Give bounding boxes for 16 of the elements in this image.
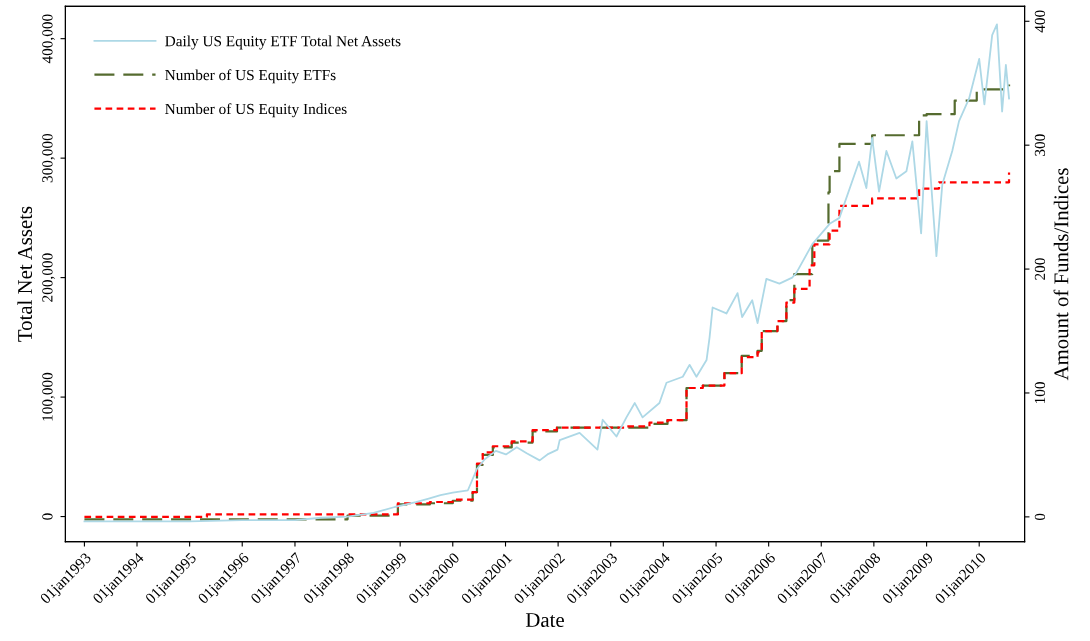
legend-label: Number of US Equity Indices (165, 103, 347, 118)
y2-tick-label: 300 (1034, 134, 1046, 156)
legend-label: Daily US Equity ETF Total Net Assets (165, 35, 401, 50)
y2-axis-title: Amount of Funds/Indices (1053, 168, 1069, 381)
y2-tick-label: 0 (1034, 513, 1046, 521)
legend-label: Number of US Equity ETFs (165, 69, 336, 84)
y-tick-label: 400,000 (42, 14, 55, 64)
y-axis-title: Total Net Assets (17, 206, 33, 342)
y-tick-label: 200,000 (42, 253, 55, 302)
y-tick-label: 0 (42, 513, 53, 520)
y-tick-label: 100,000 (42, 372, 55, 421)
y2-tick-label: 400 (1034, 10, 1046, 33)
x-axis-title: Date (525, 613, 564, 627)
y2-tick-label: 200 (1034, 258, 1046, 280)
y2-tick-label: 100 (1034, 382, 1046, 404)
y-tick-label: 300,000 (42, 133, 55, 183)
